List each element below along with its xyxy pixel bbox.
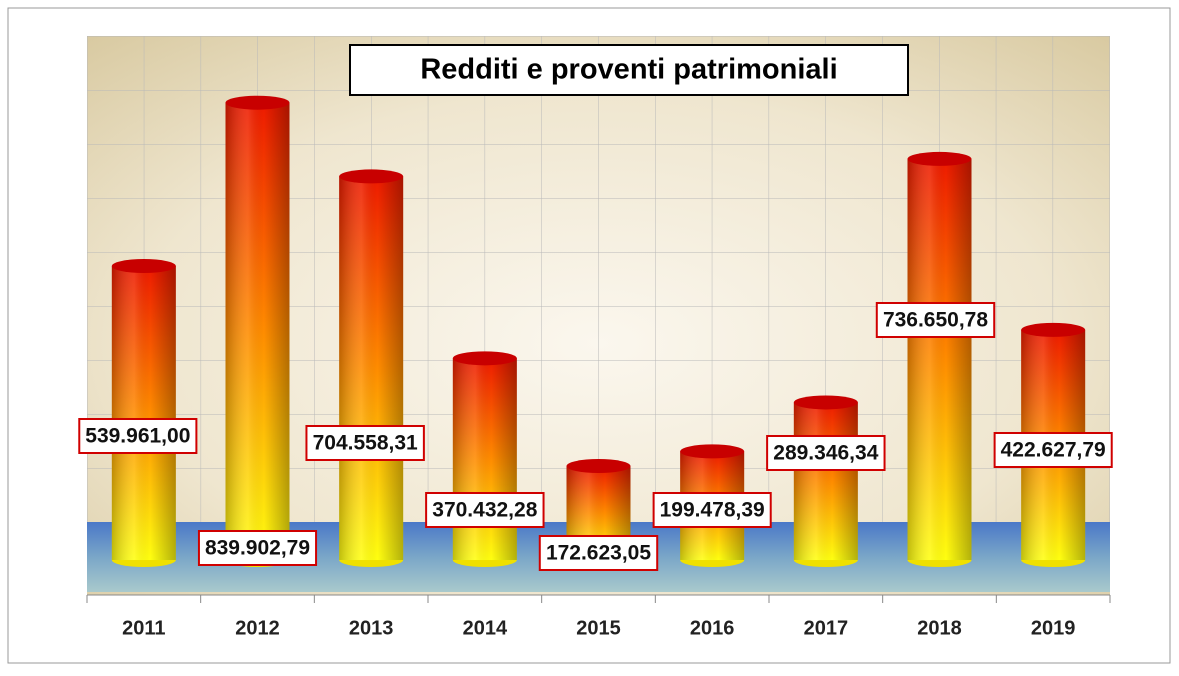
- bar-shade: [907, 158, 972, 560]
- bars: [111, 95, 1086, 567]
- data-label: 370.432,28: [432, 499, 537, 522]
- bar-top: [566, 459, 631, 474]
- data-label: 839.902,79: [205, 537, 310, 560]
- data-label: 704.558,31: [313, 432, 418, 455]
- data-label: 289.346,34: [773, 442, 878, 465]
- x-tick-label: 2019: [1031, 617, 1076, 639]
- bar-top: [680, 444, 745, 459]
- data-label-box: [652, 492, 772, 528]
- x-tick-label: 2015: [576, 617, 621, 639]
- data-label-box: [197, 530, 318, 566]
- bar-top: [452, 351, 517, 366]
- data-label: 172.623,05: [546, 542, 651, 565]
- x-tick-label: 2016: [690, 617, 735, 639]
- chart-title: Redditi e proventi patrimoniali: [420, 54, 837, 86]
- x-tick-label: 2012: [235, 617, 280, 639]
- bar-top: [225, 95, 290, 110]
- x-tick-label: 2013: [349, 617, 394, 639]
- data-label-box: [538, 535, 659, 571]
- data-label-box: [875, 302, 996, 338]
- data-label: 199.478,39: [660, 499, 765, 522]
- data-label-box: [78, 418, 198, 454]
- x-tick-label: 2011: [122, 617, 165, 639]
- data-label: 736.650,78: [883, 309, 988, 332]
- bar-shade: [225, 102, 290, 560]
- x-tick-label: 2014: [463, 617, 508, 639]
- data-label-box: [305, 425, 425, 461]
- bar-top: [1021, 322, 1086, 337]
- data-label-box: [993, 432, 1113, 468]
- x-tick-label: 2018: [917, 617, 962, 639]
- data-label: 539.961,00: [85, 425, 190, 448]
- bar-top: [907, 151, 972, 166]
- data-label-box: [425, 492, 545, 528]
- bar-shade: [111, 266, 176, 560]
- bar-shade: [793, 402, 858, 560]
- bar-top: [111, 259, 176, 274]
- bar-top: [339, 169, 404, 184]
- x-tick-label: 2017: [804, 617, 849, 639]
- bar-shade: [452, 358, 517, 560]
- data-label: 422.627,79: [1001, 439, 1106, 462]
- title-box: [349, 44, 909, 96]
- bar-shade: [339, 176, 404, 560]
- bar-top: [793, 395, 858, 410]
- data-label-box: [766, 435, 886, 471]
